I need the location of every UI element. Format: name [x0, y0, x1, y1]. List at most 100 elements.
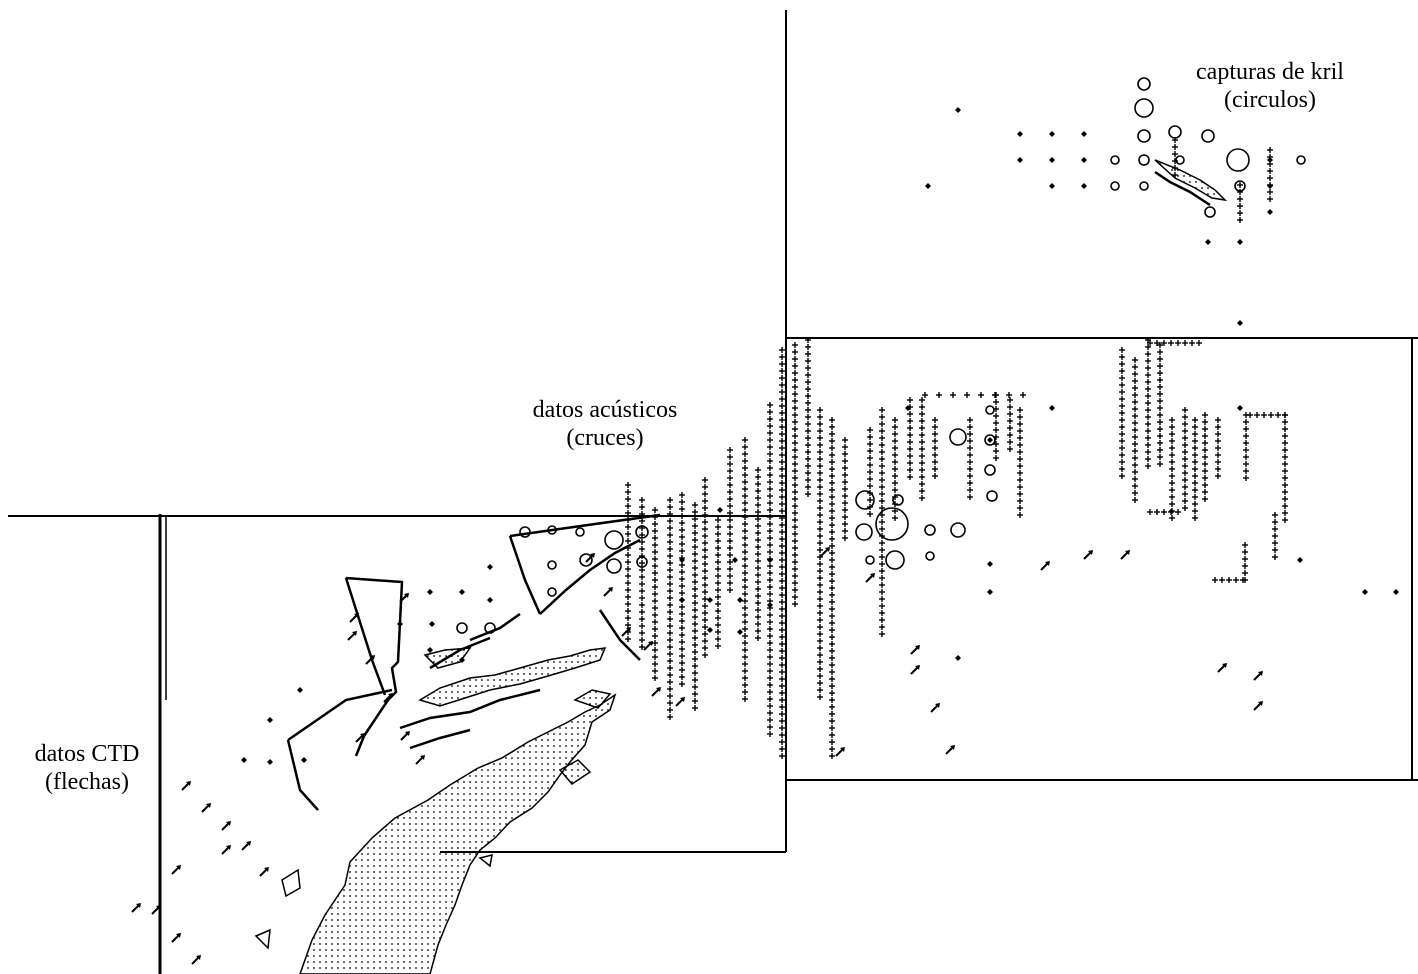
acoustic-cross [778, 409, 786, 417]
acoustic-cross [741, 436, 749, 444]
acoustic-cross [1168, 423, 1176, 431]
acoustic-cross [726, 586, 734, 594]
ctd-arrow [221, 820, 232, 831]
acoustic-cross [651, 527, 659, 535]
station-diamond [297, 687, 303, 693]
acoustic-cross [701, 595, 709, 603]
acoustic-cross [766, 478, 774, 486]
acoustic-cross [1016, 469, 1024, 477]
acoustic-cross [726, 551, 734, 559]
acoustic-cross [766, 436, 774, 444]
acoustic-cross [1156, 369, 1164, 377]
acoustic-cross [678, 638, 686, 646]
krill-catch-circle [484, 622, 496, 634]
acoustic-cross [714, 516, 722, 524]
acoustic-cross [1281, 488, 1289, 496]
acoustic-cross [841, 527, 849, 535]
station-diamond [737, 597, 743, 603]
acoustic-cross [1214, 430, 1222, 438]
acoustic-cross [1266, 174, 1274, 182]
acoustic-cross [918, 459, 926, 467]
acoustic-cross [1274, 411, 1282, 419]
acoustic-cross [1118, 374, 1126, 382]
krill-catch-circle [456, 622, 468, 634]
acoustic-cross [741, 520, 749, 528]
acoustic-cross [866, 468, 874, 476]
acoustic-cross [741, 590, 749, 598]
acoustic-cross [1131, 377, 1139, 385]
station-diamond [487, 597, 493, 603]
acoustic-cross [1271, 553, 1279, 561]
acoustic-cross [918, 487, 926, 495]
acoustic-cross [828, 661, 836, 669]
acoustic-cross [1016, 420, 1024, 428]
acoustic-cross [906, 466, 914, 474]
acoustic-cross [766, 667, 774, 675]
acoustic-cross [691, 585, 699, 593]
station-diamond [987, 589, 993, 595]
acoustic-cross [1281, 495, 1289, 503]
acoustic-cross [638, 573, 646, 581]
acoustic-cross [878, 567, 886, 575]
acoustic-cross [1241, 562, 1249, 570]
acoustic-cross [1156, 432, 1164, 440]
ctd-label-line1: datos CTD [34, 741, 140, 767]
acoustic-cross [741, 506, 749, 514]
acoustic-cross [906, 396, 914, 404]
acoustic-cross [754, 494, 762, 502]
krill-catch-circle [885, 550, 905, 570]
acoustic-cross [691, 704, 699, 712]
acoustic-cross [741, 674, 749, 682]
acoustic-cross [906, 452, 914, 460]
acoustic-cross [977, 391, 985, 399]
acoustic-cross [1118, 346, 1126, 354]
acoustic-cross [701, 616, 709, 624]
acoustic-cross [828, 689, 836, 697]
acoustic-cross [841, 436, 849, 444]
acoustic-cross [678, 624, 686, 632]
acoustic-cross [778, 451, 786, 459]
acoustic-cross [666, 503, 674, 511]
acoustic-cross [778, 752, 786, 760]
acoustic-cross [828, 647, 836, 655]
acoustic-cross [691, 599, 699, 607]
acoustic-cross [678, 526, 686, 534]
acoustic-cross [1118, 409, 1126, 417]
krill-catch-circle [1134, 98, 1154, 118]
acoustic-cross [1266, 188, 1274, 196]
acoustic-cross [992, 419, 1000, 427]
acoustic-cross [891, 416, 899, 424]
acoustic-cross [651, 597, 659, 605]
acoustic-cross [966, 465, 974, 473]
acoustic-cross [828, 752, 836, 760]
acoustic-cross [766, 457, 774, 465]
acoustic-cross [1181, 462, 1189, 470]
acoustic-cross [804, 399, 812, 407]
acoustic-cross [1281, 502, 1289, 510]
acoustic-cross [624, 586, 632, 594]
acoustic-cross [878, 630, 886, 638]
acoustic-cross [701, 546, 709, 554]
ctd-arrow [643, 640, 654, 651]
acoustic-cross [624, 551, 632, 559]
station-diamond [925, 183, 931, 189]
acoustic-cross [624, 600, 632, 608]
acoustic-cross [791, 453, 799, 461]
acoustic-cross [778, 430, 786, 438]
acoustic-cross [678, 673, 686, 681]
acoustic-cross [1171, 143, 1179, 151]
acoustic-cross [1168, 437, 1176, 445]
acoustic-cross [754, 627, 762, 635]
acoustic-cross [701, 623, 709, 631]
acoustic-cross [714, 586, 722, 594]
acoustic-cross [624, 607, 632, 615]
acoustic-cross [1214, 423, 1222, 431]
acoustic-cross [1236, 181, 1244, 189]
acoustic-cross [678, 631, 686, 639]
acoustic-cross [741, 541, 749, 549]
acoustic-cross [766, 730, 774, 738]
acoustic-cross [931, 444, 939, 452]
acoustic-cross [741, 485, 749, 493]
acoustic-cross [828, 528, 836, 536]
